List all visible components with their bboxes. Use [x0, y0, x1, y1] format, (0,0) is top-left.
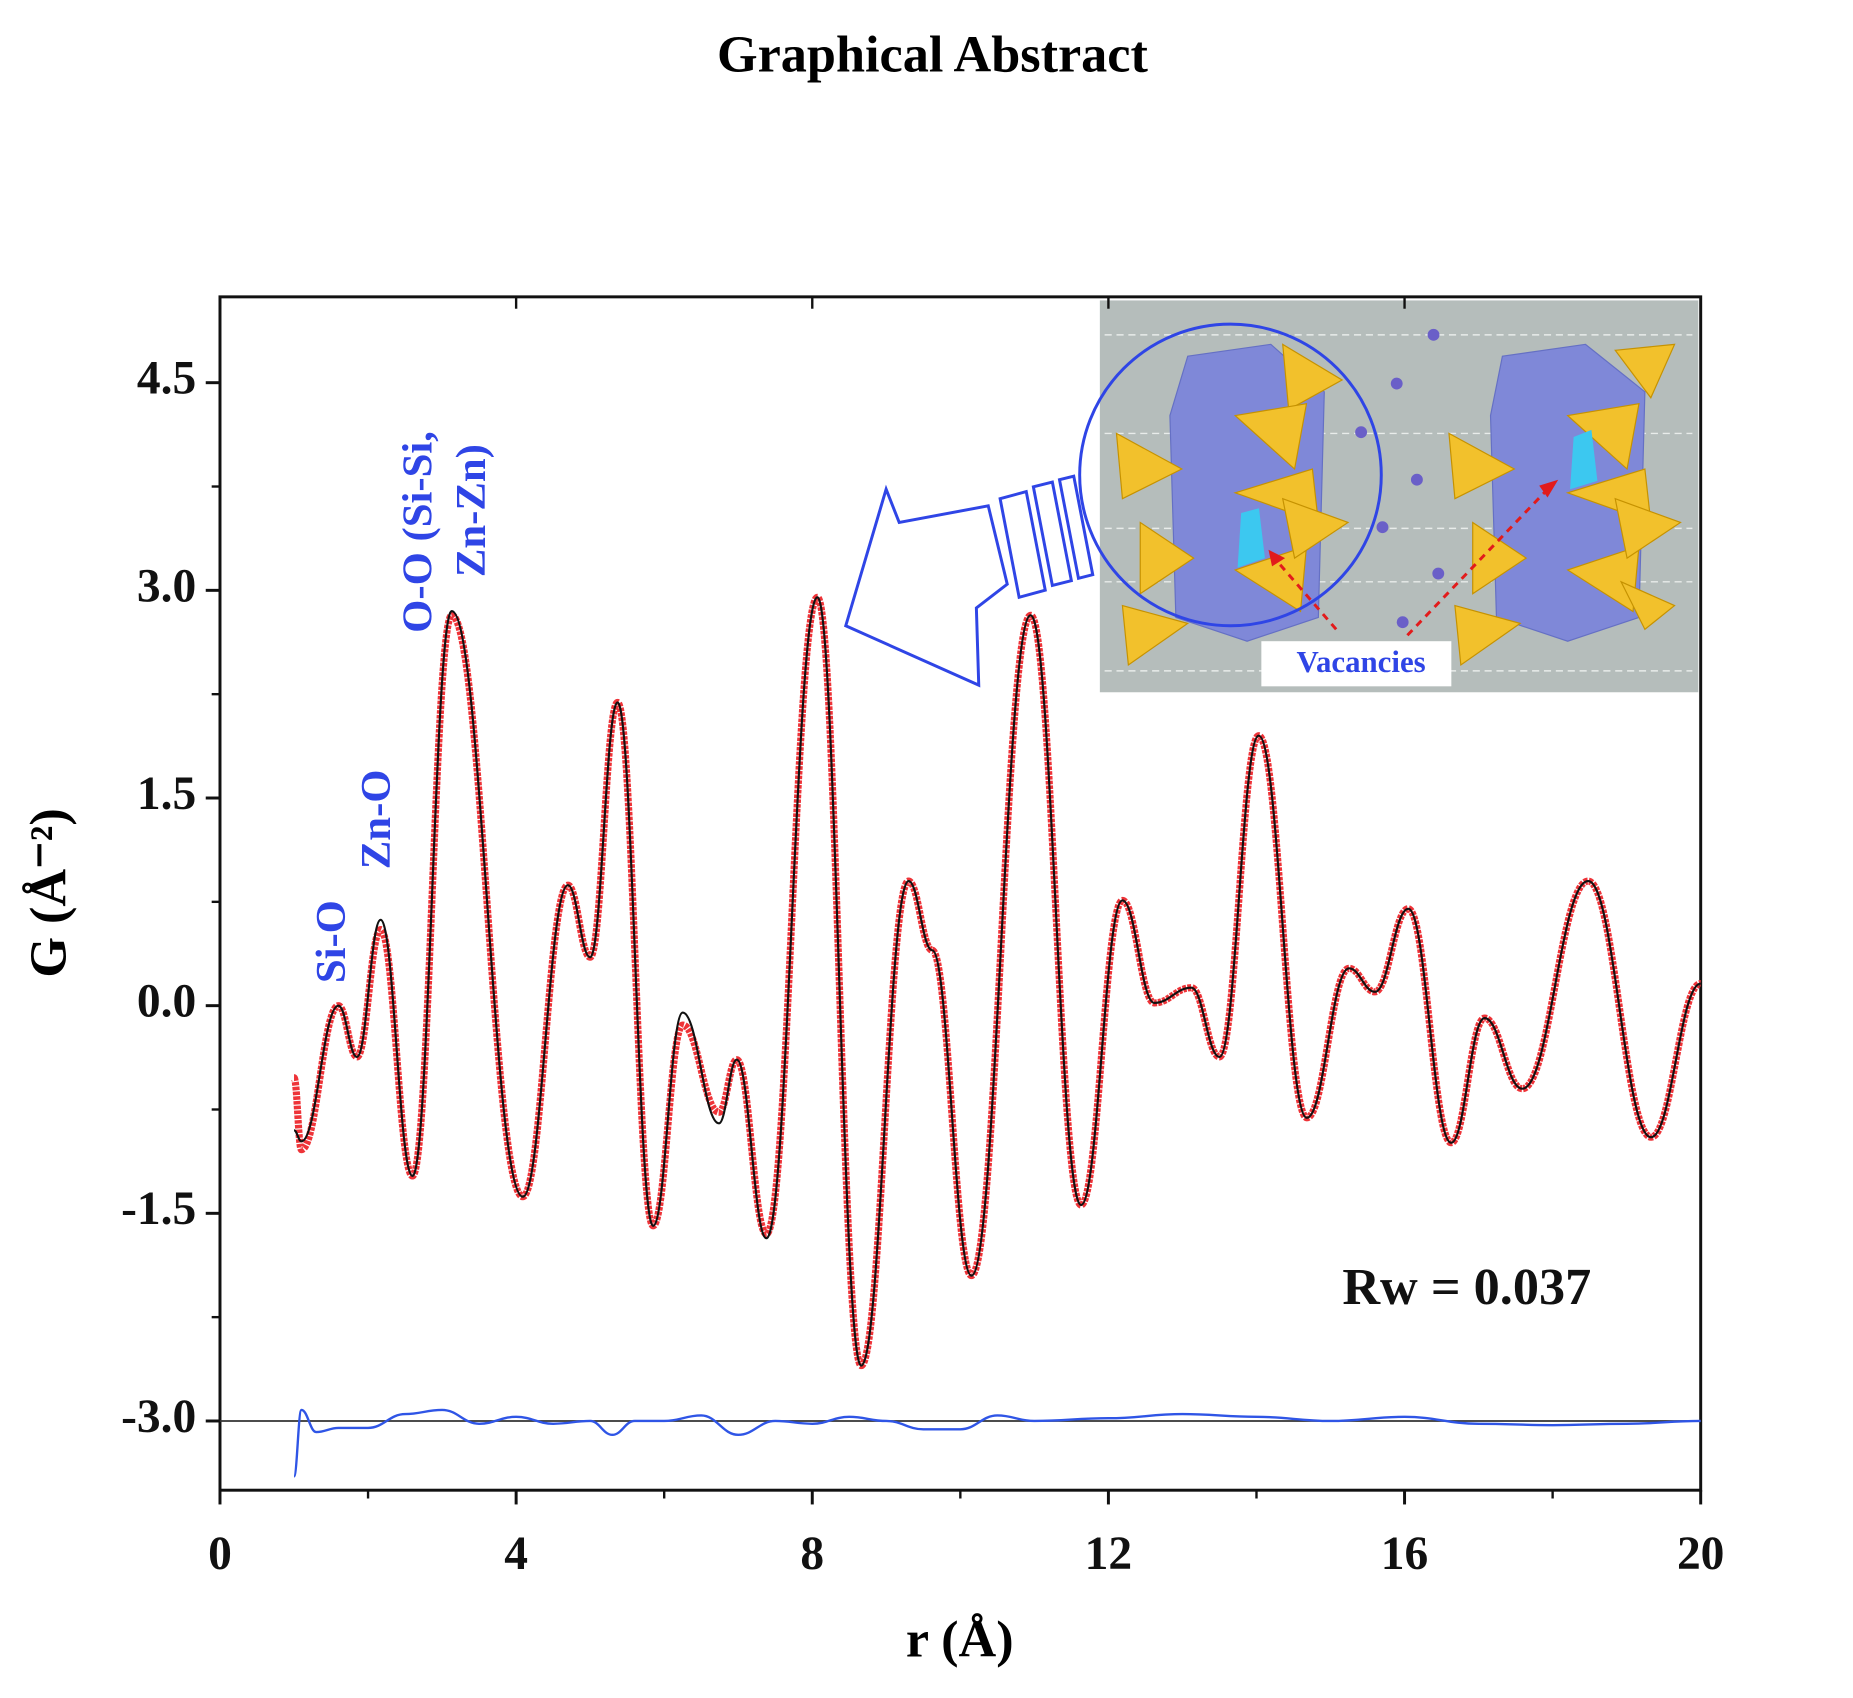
y-tick-label: 1.5	[137, 768, 196, 820]
x-tick-label: 16	[1381, 1528, 1428, 1580]
x-tick-label: 12	[1085, 1528, 1132, 1580]
annotation: Si-O	[308, 900, 355, 983]
inset: Vacancies	[1078, 300, 1699, 693]
annotation: Zn-O	[353, 769, 400, 869]
x-axis-label: r (Å)	[906, 1611, 1014, 1669]
annotation: Zn-Zn)	[448, 444, 495, 577]
difference-line	[292, 1408, 1701, 1478]
y-tick-label: 4.5	[137, 353, 196, 405]
annotation: Vacancies	[1297, 644, 1426, 679]
series-line	[290, 593, 1703, 1370]
x-tick-label: 20	[1677, 1528, 1724, 1580]
y-tick-label: -3.0	[121, 1391, 196, 1443]
annotation: O-O (Si-Si,	[395, 431, 442, 633]
y-tick-label: 3.0	[137, 560, 196, 612]
chart-title: Graphical Abstract	[717, 25, 1149, 83]
x-tick-label: 4	[504, 1528, 528, 1580]
x-tick-label: 0	[208, 1528, 232, 1580]
x-tick-label: 8	[800, 1528, 824, 1580]
y-tick-label: 0.0	[137, 976, 196, 1028]
y-tick-label: -1.5	[121, 1183, 196, 1235]
series-line	[293, 596, 1702, 1367]
y-axis-label: G (Å⁻²)	[20, 808, 78, 977]
annotation: Rw = 0.037	[1342, 1258, 1591, 1316]
arrow	[843, 474, 1095, 688]
